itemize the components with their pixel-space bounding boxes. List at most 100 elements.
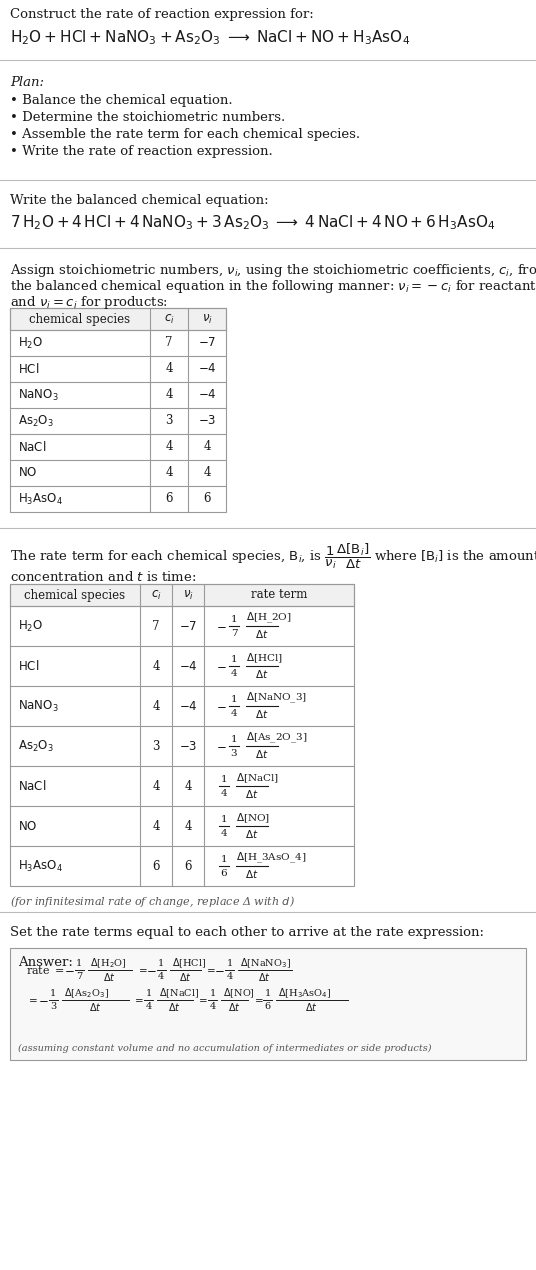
Text: rate term: rate term [251, 588, 307, 602]
Text: 4: 4 [210, 1002, 215, 1011]
Text: $-$: $-$ [146, 964, 157, 977]
Text: $\Delta$[NO]: $\Delta$[NO] [223, 987, 255, 999]
Text: the balanced chemical equation in the following manner: $\nu_i = -c_i$ for react: the balanced chemical equation in the fo… [10, 278, 536, 295]
Text: 4: 4 [152, 659, 160, 673]
Text: rate $=$: rate $=$ [26, 964, 65, 977]
Text: 4: 4 [226, 972, 233, 980]
Text: 7: 7 [76, 972, 82, 980]
Text: • Write the rate of reaction expression.: • Write the rate of reaction expression. [10, 145, 273, 157]
Text: $\Delta t$: $\Delta t$ [88, 1001, 101, 1013]
Text: $\mathrm{H_3AsO_4}$: $\mathrm{H_3AsO_4}$ [18, 491, 63, 507]
Text: $\Delta t$: $\Delta t$ [245, 828, 259, 839]
Text: Answer:: Answer: [18, 956, 73, 969]
Text: 4: 4 [165, 389, 173, 401]
Text: 6: 6 [203, 493, 211, 505]
Text: $-$: $-$ [38, 993, 49, 1007]
Text: 1: 1 [221, 814, 227, 823]
Text: 4: 4 [165, 466, 173, 480]
Text: 6: 6 [264, 1002, 271, 1011]
Text: $\Delta$[As$_2$O$_3$]: $\Delta$[As$_2$O$_3$] [63, 987, 108, 999]
Text: 6: 6 [221, 869, 227, 878]
Text: $=$: $=$ [251, 996, 263, 1005]
Text: 1: 1 [226, 959, 233, 968]
Text: 4: 4 [203, 466, 211, 480]
Text: chemical species: chemical species [25, 588, 125, 602]
Text: 4: 4 [158, 972, 164, 980]
Text: $\mathrm{NaNO_3}$: $\mathrm{NaNO_3}$ [18, 387, 58, 403]
Text: $-7$: $-7$ [198, 337, 216, 349]
Text: 1: 1 [230, 615, 237, 624]
Text: 4: 4 [184, 780, 192, 792]
Text: 7: 7 [152, 620, 160, 632]
Text: Assign stoichiometric numbers, $\nu_i$, using the stoichiometric coefficients, $: Assign stoichiometric numbers, $\nu_i$, … [10, 262, 536, 279]
Text: $\Delta t$: $\Delta t$ [255, 627, 269, 640]
Text: 4: 4 [152, 700, 160, 712]
Bar [10, 584, 354, 606]
Text: 7: 7 [230, 629, 237, 638]
Text: $\mathrm{NO}$: $\mathrm{NO}$ [18, 819, 38, 833]
Text: $=$: $=$ [205, 965, 216, 974]
Text: $=$: $=$ [132, 996, 144, 1005]
Text: $=$: $=$ [26, 996, 38, 1005]
Text: 1: 1 [76, 959, 82, 968]
Text: $-$: $-$ [216, 739, 227, 753]
Bar [10, 309, 226, 330]
Text: $\Delta$[NO]: $\Delta$[NO] [236, 812, 270, 824]
Text: $\mathrm{As_2O_3}$: $\mathrm{As_2O_3}$ [18, 738, 54, 753]
Text: $\Delta$[HCl]: $\Delta$[HCl] [246, 652, 282, 664]
Text: $=$: $=$ [136, 965, 147, 974]
Text: 1: 1 [210, 989, 215, 998]
Text: 1: 1 [158, 959, 164, 968]
Text: $\mathrm{HCl}$: $\mathrm{HCl}$ [18, 659, 39, 673]
Text: $c_i$: $c_i$ [163, 312, 174, 325]
Text: 3: 3 [152, 739, 160, 753]
Text: 1: 1 [221, 775, 227, 784]
Text: 6: 6 [184, 860, 192, 872]
Text: 4: 4 [165, 362, 173, 376]
Text: $\mathrm{H_3AsO_4}$: $\mathrm{H_3AsO_4}$ [18, 859, 63, 874]
Text: $\Delta t$: $\Delta t$ [228, 1001, 241, 1013]
Text: Set the rate terms equal to each other to arrive at the rate expression:: Set the rate terms equal to each other t… [10, 926, 484, 939]
Text: $\mathrm{HCl}$: $\mathrm{HCl}$ [18, 362, 39, 376]
Text: 4: 4 [184, 819, 192, 833]
Text: 4: 4 [152, 819, 160, 833]
Text: Construct the rate of reaction expression for:: Construct the rate of reaction expressio… [10, 8, 314, 22]
Text: $\Delta$[H$_3$AsO$_4$]: $\Delta$[H$_3$AsO$_4$] [278, 987, 331, 999]
Text: $\Delta$[NaNO$_3$]: $\Delta$[NaNO$_3$] [240, 956, 291, 970]
Text: $\Delta$[NaCl]: $\Delta$[NaCl] [159, 987, 199, 999]
Text: $\Delta$[As_2O_3]: $\Delta$[As_2O_3] [246, 730, 307, 745]
Text: $\Delta$[H_3AsO_4]: $\Delta$[H_3AsO_4] [236, 851, 307, 865]
Text: Write the balanced chemical equation:: Write the balanced chemical equation: [10, 194, 269, 207]
Text: $-7$: $-7$ [179, 620, 197, 632]
Text: $-$: $-$ [216, 700, 227, 712]
Text: Plan:: Plan: [10, 76, 44, 89]
Text: and $\nu_i = c_i$ for products:: and $\nu_i = c_i$ for products: [10, 293, 168, 311]
Text: $=$: $=$ [197, 996, 208, 1005]
Text: $-$: $-$ [216, 620, 227, 632]
Text: chemical species: chemical species [29, 312, 131, 325]
Text: $\mathrm{H_2O}$: $\mathrm{H_2O}$ [18, 618, 43, 634]
Text: $\Delta t$: $\Delta t$ [258, 972, 271, 983]
Text: • Determine the stoichiometric numbers.: • Determine the stoichiometric numbers. [10, 110, 285, 124]
Text: 4: 4 [145, 1002, 152, 1011]
Text: $-4$: $-4$ [178, 700, 197, 712]
Text: $\nu_i$: $\nu_i$ [202, 312, 212, 325]
Text: 6: 6 [165, 493, 173, 505]
Text: 4: 4 [230, 668, 237, 677]
Text: $\mathrm{As_2O_3}$: $\mathrm{As_2O_3}$ [18, 414, 54, 428]
Text: $\Delta t$: $\Delta t$ [255, 748, 269, 759]
Text: 3: 3 [230, 748, 237, 757]
Text: $-$: $-$ [64, 964, 75, 977]
Text: 1: 1 [230, 654, 237, 663]
Text: $\mathrm{H_2O}$: $\mathrm{H_2O}$ [18, 335, 43, 351]
Text: 4: 4 [221, 789, 227, 798]
Bar [10, 947, 526, 1060]
Text: $c_i$: $c_i$ [151, 588, 161, 602]
Text: $\Delta t$: $\Delta t$ [168, 1001, 181, 1013]
Text: 6: 6 [152, 860, 160, 872]
Text: $\Delta t$: $\Delta t$ [245, 787, 259, 800]
Text: $\Delta$[HCl]: $\Delta$[HCl] [172, 956, 206, 970]
Text: $-4$: $-4$ [178, 659, 197, 673]
Text: (for infinitesimal rate of change, replace Δ with $d$): (for infinitesimal rate of change, repla… [10, 894, 295, 909]
Text: 3: 3 [50, 1002, 56, 1011]
